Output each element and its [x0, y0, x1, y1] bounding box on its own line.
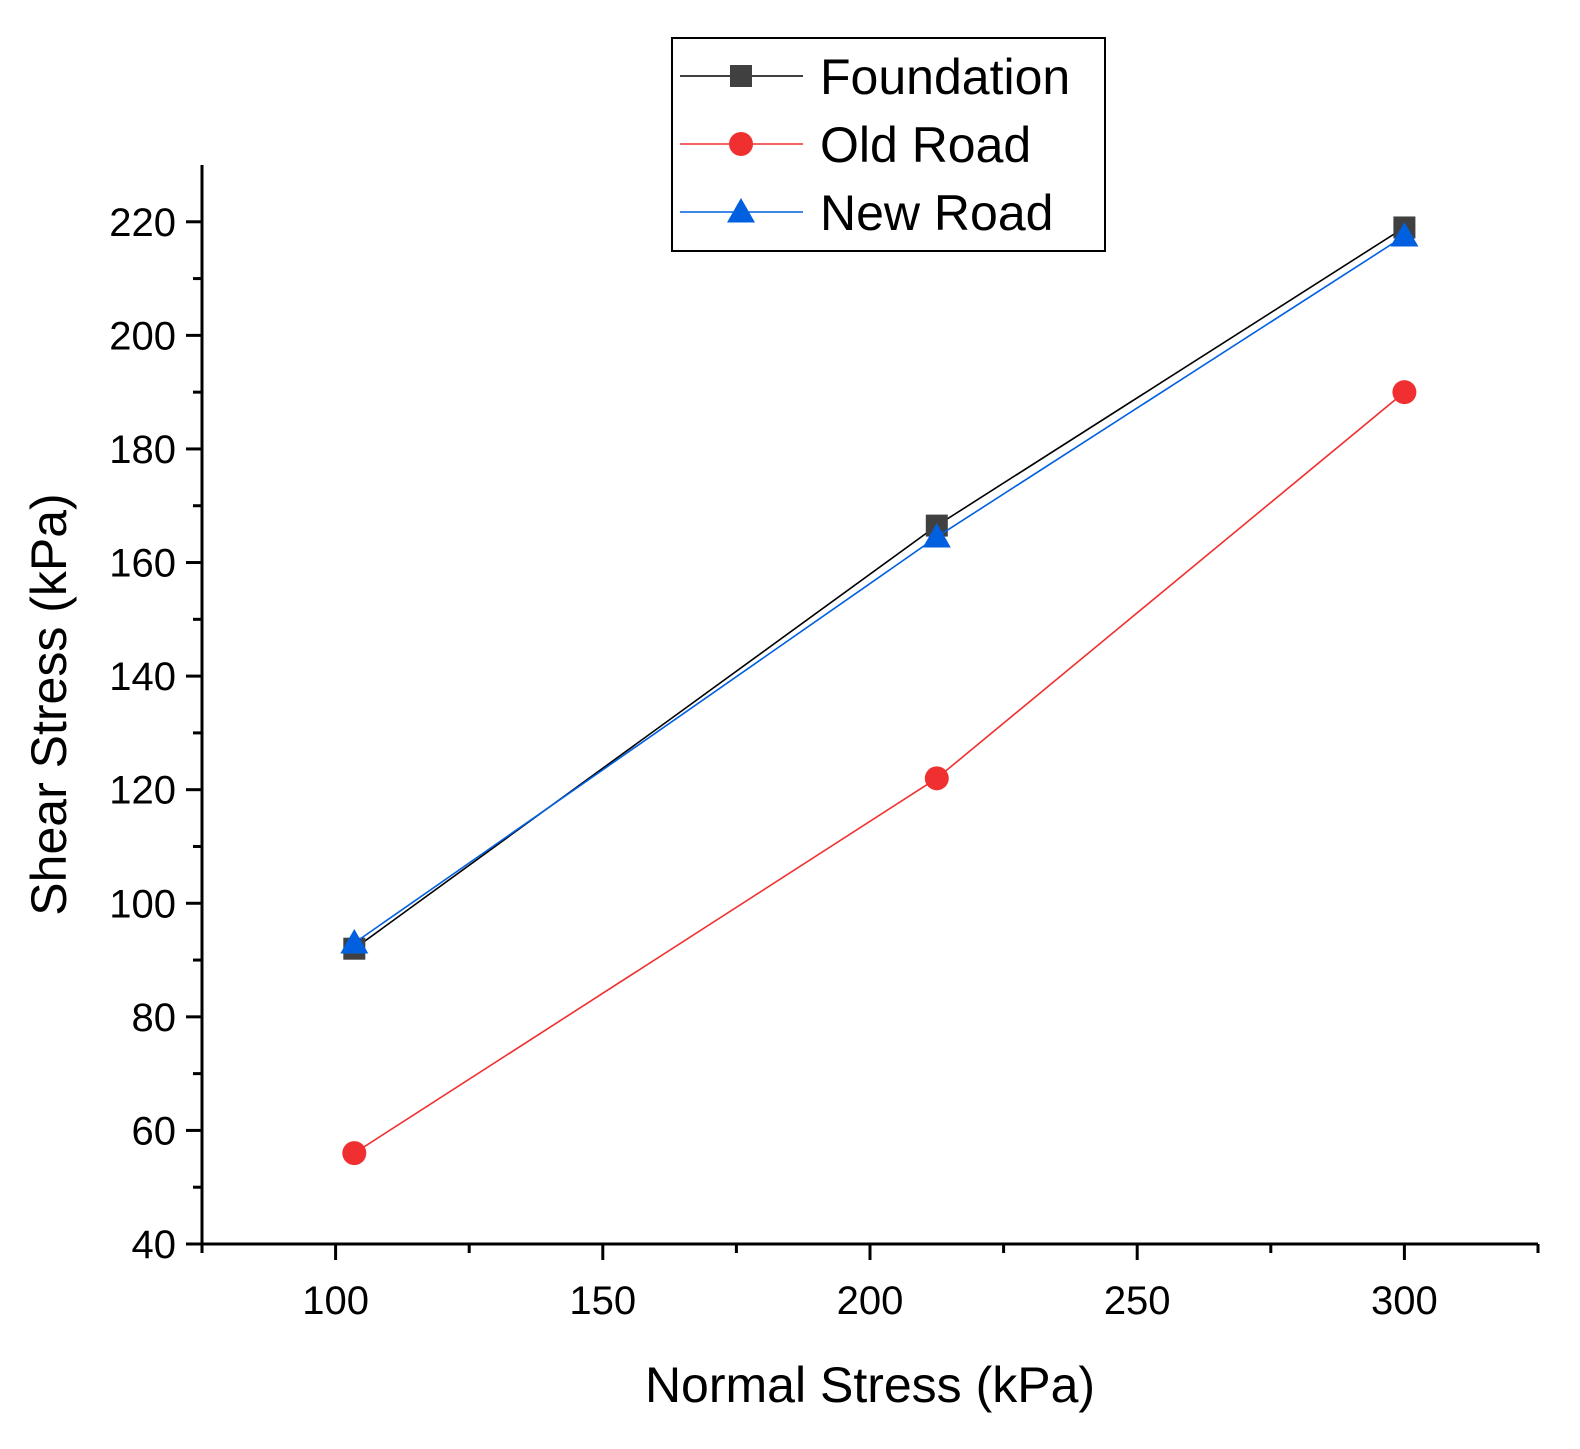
y-axis-title: Shear Stress (kPa) [21, 493, 77, 915]
data-point [924, 766, 949, 791]
series-line [353, 235, 1405, 944]
x-axis-title: Normal Stress (kPa) [645, 1357, 1095, 1413]
legend: Foundation Old Road New Road [671, 37, 1106, 252]
data-point [922, 522, 951, 548]
y-tick-label: 100 [109, 882, 176, 926]
x-tick-label: 250 [1104, 1279, 1171, 1323]
y-tick-label: 80 [132, 996, 177, 1040]
legend-entry-new-road: New Road [680, 185, 1053, 241]
legend-entry-foundation: Foundation [680, 49, 1070, 105]
y-tick-label: 160 [109, 542, 176, 586]
axes: 40 60 80 100 120 140 160 180 200 220 100 150 200 250 3… [109, 165, 1540, 1323]
x-tick-label: 300 [1371, 1279, 1438, 1323]
triangle-marker-icon [727, 198, 755, 223]
y-tick-label: 40 [132, 1223, 177, 1267]
series-new-road [340, 221, 1419, 954]
y-tick-label: 60 [132, 1109, 177, 1153]
y-tick-label: 180 [109, 428, 176, 472]
data-point [1392, 380, 1417, 405]
series-line [353, 391, 1405, 1154]
series-foundation [343, 216, 1416, 960]
legend-label: New Road [820, 185, 1053, 241]
y-tick-label: 200 [109, 314, 176, 358]
data-point [342, 1141, 367, 1166]
series-line [353, 226, 1405, 950]
x-tick-label: 100 [302, 1279, 369, 1323]
data-point [1390, 221, 1419, 247]
data-point [340, 929, 369, 954]
series-old-road [342, 380, 1417, 1166]
square-marker-icon [730, 65, 752, 87]
x-tick-label: 200 [837, 1279, 904, 1323]
y-tick-label: 120 [109, 769, 176, 813]
y-tick-label: 220 [109, 201, 176, 245]
x-tick-label: 150 [569, 1279, 636, 1323]
legend-entry-old-road: Old Road [680, 117, 1031, 173]
legend-label: Old Road [820, 117, 1031, 173]
series-layer [340, 216, 1419, 1166]
y-tick-label: 140 [109, 655, 176, 699]
circle-marker-icon [729, 132, 753, 156]
legend-label: Foundation [820, 49, 1070, 105]
